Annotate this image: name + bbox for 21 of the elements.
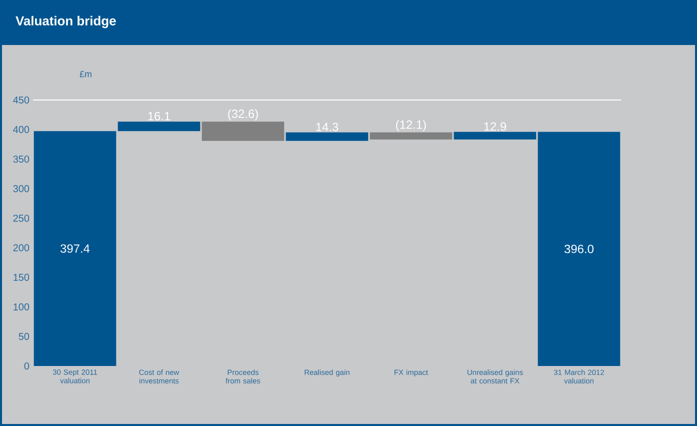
bar: [454, 132, 536, 140]
bar: [118, 122, 200, 132]
data-label: 396.0: [564, 244, 594, 254]
chart-title: Valuation bridge: [16, 16, 116, 28]
y-tick-label: 400: [13, 126, 30, 134]
bar: [286, 132, 368, 141]
bar: [370, 132, 452, 140]
bar: [538, 132, 620, 366]
y-tick-label: 50: [18, 332, 30, 340]
y-tick-label: 200: [13, 244, 30, 252]
y-axis-title: £m: [80, 70, 92, 78]
y-tick-label: 150: [14, 274, 30, 281]
y-tick-label: 450: [13, 96, 30, 104]
y-tick-label: 0: [24, 362, 30, 370]
y-tick-label: 250: [13, 214, 30, 222]
y-tick-label: 100: [14, 303, 30, 310]
y-tick-label: 350: [13, 156, 30, 163]
y-tick-label: 300: [13, 185, 30, 192]
bar: [34, 131, 116, 366]
bar: [202, 122, 284, 141]
data-label: 397.4: [60, 244, 90, 253]
